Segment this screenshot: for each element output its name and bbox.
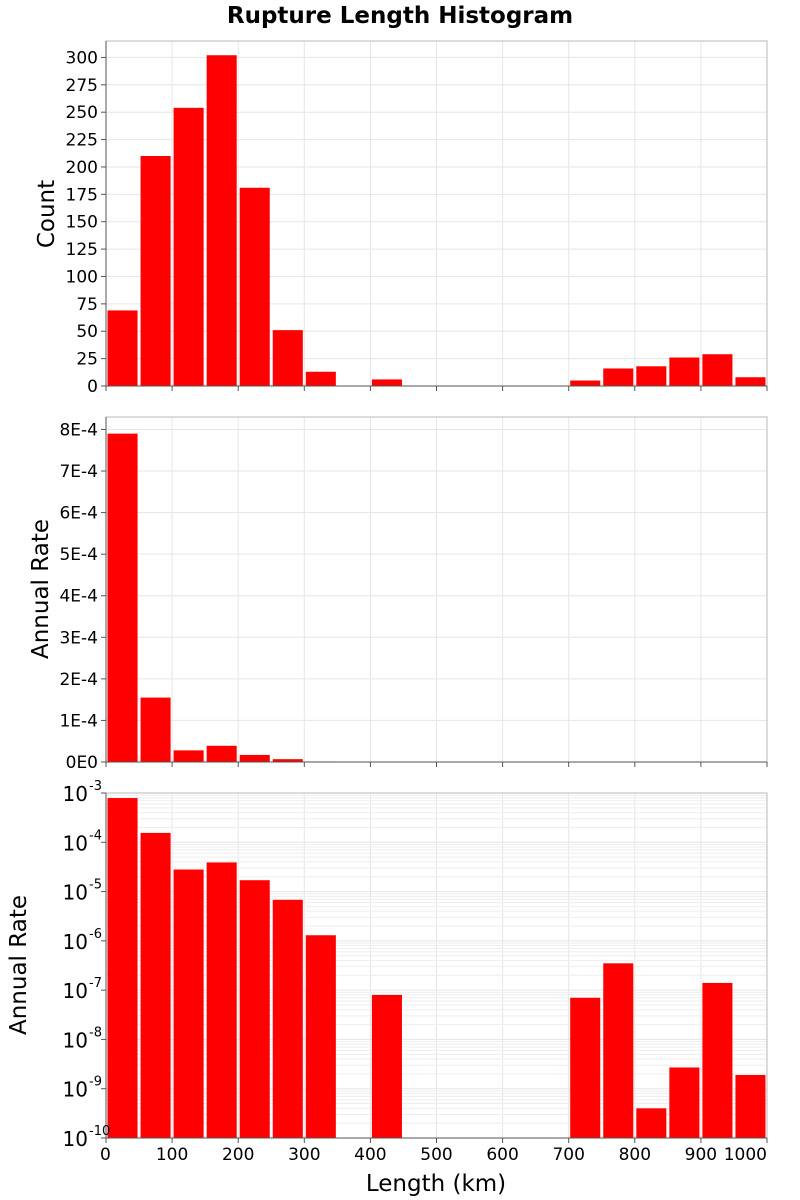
x-axis-label: Length (km) xyxy=(366,1171,506,1197)
x-tick-label: 1000 xyxy=(724,1145,767,1165)
bar-rate-log-0: 0–50 km: 0.00079 xyxy=(107,798,138,1138)
bar-count-750: 750–800 km: 16 xyxy=(603,368,634,386)
y-axis-label-rate-linear: Annual Rate xyxy=(28,519,54,659)
y-tick-label: 250 xyxy=(66,103,98,123)
y-tick-exponent: -4 xyxy=(89,828,102,843)
x-tick-label: 0 xyxy=(100,1145,111,1165)
bar-count-700: 700–750 km: 5 xyxy=(570,380,601,386)
y-tick-exponent: -3 xyxy=(89,779,102,794)
bar-rate-linear-150: 150–200 km: 0.000039 xyxy=(206,745,237,762)
y-axis-label-count: Count xyxy=(34,180,60,248)
y-tick-label: 10 xyxy=(63,831,88,855)
y-tick-label: 10 xyxy=(63,1078,88,1102)
x-tick-label: 700 xyxy=(552,1145,584,1165)
y-tick-label: 10 xyxy=(63,1127,88,1151)
chart-title: Rupture Length Histogram xyxy=(227,3,573,29)
x-tick-label: 600 xyxy=(486,1145,518,1165)
bar-rate-log-850: 850–900 km: 2.7e-9 xyxy=(669,1067,700,1138)
y-tick-label: 100 xyxy=(66,267,98,287)
bar-count-950: 950–1000 km: 8 xyxy=(735,377,766,386)
x-tick-label: 800 xyxy=(619,1145,651,1165)
bar-rate-log-400: 400–450 km: 8e-8 xyxy=(371,994,402,1138)
y-tick-exponent: -10 xyxy=(89,1124,110,1139)
y-tick-label: 10 xyxy=(63,979,88,1003)
panel-rate-linear: 0–50 km: 0.0007950–100 km: 0.000155100–1… xyxy=(28,416,768,773)
bar-rate-linear-100: 100–150 km: 0.000028 xyxy=(173,750,204,762)
y-tick-label: 1E-4 xyxy=(59,711,98,731)
x-tick-label: 400 xyxy=(354,1145,386,1165)
bar-rate-linear-250: 250–300 km: 0.0000068 xyxy=(272,759,303,762)
bar-rate-log-950: 950–1000 km: 1.9e-9 xyxy=(735,1074,766,1138)
panel-rate-log: 0–50 km: 0.0007950–100 km: 0.000155100–1… xyxy=(6,779,768,1165)
bar-count-850: 850–900 km: 26 xyxy=(669,357,700,386)
y-tick-label: 2E-4 xyxy=(59,670,98,690)
y-tick-exponent: -5 xyxy=(89,878,102,893)
bar-count-300: 300–350 km: 13 xyxy=(305,371,336,386)
x-tick-label: 500 xyxy=(420,1145,452,1165)
y-tick-label: 0E0 xyxy=(66,753,98,773)
y-tick-label: 10 xyxy=(63,930,88,954)
y-tick-label: 75 xyxy=(76,295,98,315)
y-tick-label: 25 xyxy=(76,350,98,370)
bar-count-50: 50–100 km: 210 xyxy=(140,156,171,386)
bar-count-900: 900–950 km: 29 xyxy=(702,354,733,386)
bar-count-0: 0–50 km: 69 xyxy=(107,310,138,386)
panel-count: 0–50 km: 6950–100 km: 210100–150 km: 254… xyxy=(34,40,768,397)
bar-count-800: 800–850 km: 18 xyxy=(636,366,667,386)
x-tick-label: 200 xyxy=(222,1145,254,1165)
y-tick-label: 4E-4 xyxy=(59,587,98,607)
bar-count-400: 400–450 km: 6 xyxy=(371,379,402,386)
bar-rate-log-200: 200–250 km: 0.000017 xyxy=(239,880,270,1138)
bar-rate-linear-200: 200–250 km: 0.000017 xyxy=(239,754,270,762)
bar-rate-log-750: 750–800 km: 3.5e-7 xyxy=(603,963,634,1138)
y-tick-label: 300 xyxy=(66,48,98,68)
bar-rate-log-100: 100–150 km: 0.000028 xyxy=(173,869,204,1138)
x-tick-label: 300 xyxy=(288,1145,320,1165)
y-tick-label: 10 xyxy=(63,782,88,806)
y-tick-label: 7E-4 xyxy=(59,462,98,482)
y-tick-label: 10 xyxy=(63,881,88,905)
y-tick-label: 6E-4 xyxy=(59,504,98,524)
y-tick-label: 3E-4 xyxy=(59,628,98,648)
bar-rate-log-700: 700–750 km: 7e-8 xyxy=(570,997,601,1138)
bar-count-100: 100–150 km: 254 xyxy=(173,107,204,387)
x-tick-label: 900 xyxy=(685,1145,717,1165)
y-tick-label: 10 xyxy=(63,1028,88,1052)
bar-rate-log-150: 150–200 km: 0.000039 xyxy=(206,862,237,1138)
bar-rate-log-900: 900–950 km: 1.4e-7 xyxy=(702,982,733,1138)
y-tick-label: 175 xyxy=(66,185,98,205)
y-tick-label: 125 xyxy=(66,240,98,260)
bar-rate-log-250: 250–300 km: 0.0000068 xyxy=(272,899,303,1138)
y-tick-label: 150 xyxy=(66,213,98,233)
y-tick-exponent: -9 xyxy=(89,1075,102,1090)
y-tick-label: 8E-4 xyxy=(59,420,98,440)
x-tick-label: 100 xyxy=(156,1145,188,1165)
bar-rate-log-800: 800–850 km: 4e-10 xyxy=(636,1108,667,1138)
bar-count-150: 150–200 km: 302 xyxy=(206,55,237,386)
y-tick-label: 50 xyxy=(76,322,98,342)
bar-rate-linear-50: 50–100 km: 0.000155 xyxy=(140,697,171,762)
y-tick-label: 275 xyxy=(66,76,98,96)
chart-panels: 0–50 km: 6950–100 km: 210100–150 km: 254… xyxy=(6,40,768,1165)
bar-rate-log-300: 300–350 km: 0.0000013 xyxy=(305,935,336,1138)
y-tick-label: 0 xyxy=(87,377,98,397)
y-tick-label: 5E-4 xyxy=(59,545,98,565)
y-axis-label-rate-log: Annual Rate xyxy=(6,895,32,1035)
bar-rate-log-50: 50–100 km: 0.000155 xyxy=(140,832,171,1138)
bar-count-250: 250–300 km: 51 xyxy=(272,330,303,386)
y-tick-exponent: -7 xyxy=(89,976,102,991)
y-tick-label: 225 xyxy=(66,131,98,151)
bar-count-200: 200–250 km: 181 xyxy=(239,187,270,386)
y-tick-exponent: -6 xyxy=(89,927,102,942)
bar-rate-linear-0: 0–50 km: 0.00079 xyxy=(107,433,138,762)
y-tick-exponent: -8 xyxy=(89,1025,102,1040)
y-tick-label: 200 xyxy=(66,158,98,178)
